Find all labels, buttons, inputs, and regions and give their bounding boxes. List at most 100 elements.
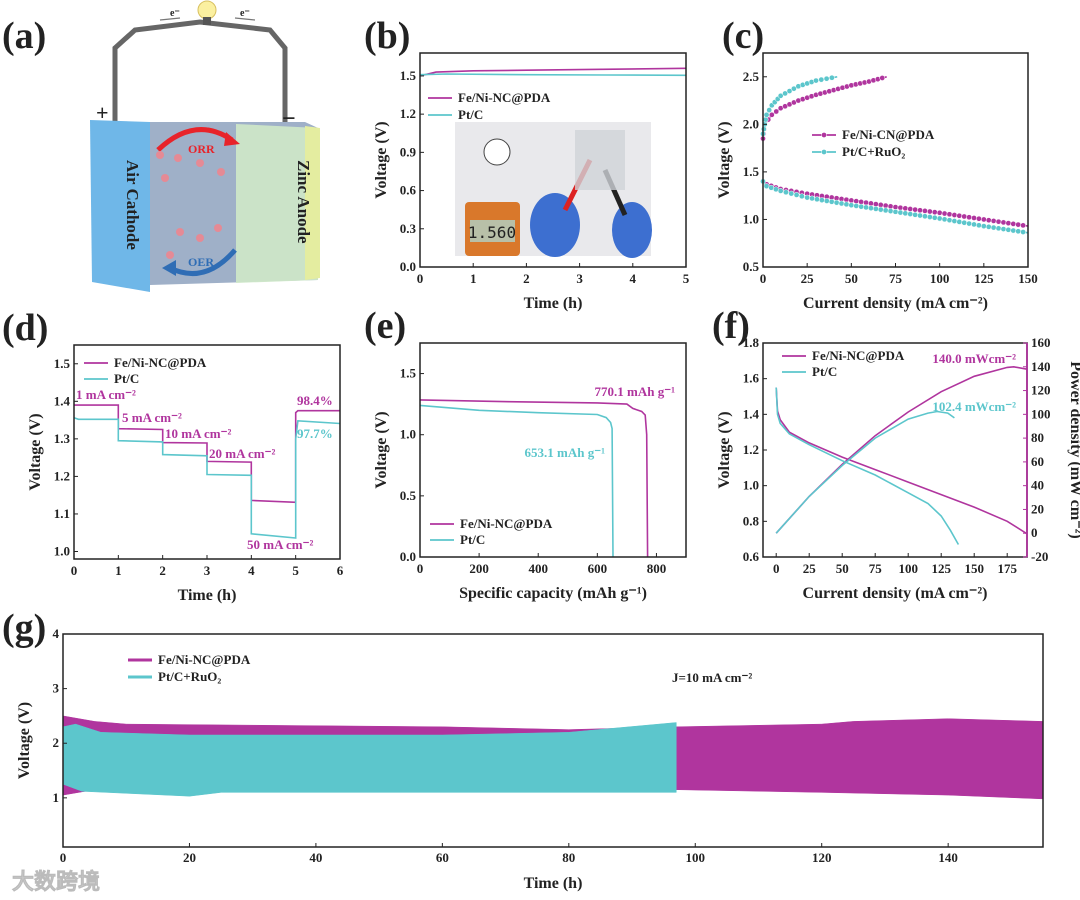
y-tick-label: 2.5 bbox=[743, 69, 760, 84]
x-tick-label: 175 bbox=[997, 561, 1017, 576]
legend-label-0: Fe/Ni-NC@PDA bbox=[158, 652, 251, 667]
series-marker bbox=[879, 75, 886, 81]
air-cathode-plate bbox=[90, 120, 150, 292]
panel-label-c: (c) bbox=[722, 15, 764, 57]
oxygen-molecules bbox=[156, 151, 225, 259]
y-tick-label: 1.5 bbox=[54, 356, 71, 371]
annotation-5: 98.4% bbox=[297, 393, 333, 408]
series-marker bbox=[823, 75, 830, 82]
series-marker bbox=[927, 208, 933, 215]
y-tick-label: 1.5 bbox=[743, 164, 760, 179]
chart-b: 0 1 2 3 4 5 0.0 0.3 0.6 0.9 1.2 1.5 Time (h) Voltage … bbox=[373, 52, 690, 312]
x-axis-title: Time (h) bbox=[178, 587, 237, 604]
electron-arrow-right bbox=[234, 17, 256, 21]
series-marker bbox=[961, 213, 968, 220]
series-marker bbox=[829, 74, 835, 81]
electron-label-left: e⁻ bbox=[170, 8, 180, 19]
legend-label-0: Fe/Ni-NC@PDA bbox=[812, 348, 905, 363]
legend-label-0: Fe/Ni-CN@PDA bbox=[842, 127, 935, 142]
x-tick-label: 100 bbox=[898, 561, 918, 576]
x-tick-label: 0 bbox=[773, 561, 780, 576]
university-logo bbox=[483, 138, 511, 166]
annotation-1: 5 mA cm⁻² bbox=[122, 410, 182, 425]
oer-arrowhead bbox=[162, 260, 176, 276]
y-tick-label: 0.3 bbox=[400, 221, 417, 236]
y-tick-label: 1.4 bbox=[743, 406, 760, 421]
series-marker bbox=[848, 202, 855, 209]
series-marker bbox=[971, 221, 977, 228]
x-tick-label: 0 bbox=[60, 850, 67, 865]
x-tick-label: 1 bbox=[470, 271, 477, 286]
plot-frame bbox=[419, 52, 687, 268]
series-marker bbox=[951, 218, 958, 224]
x-tick-label: 125 bbox=[931, 561, 951, 576]
panel-label-a: (a) bbox=[2, 15, 46, 57]
meter-reading: 1.560 bbox=[468, 223, 516, 242]
series-marker bbox=[902, 210, 909, 217]
x-tick-label: 60 bbox=[436, 850, 449, 865]
external-wire bbox=[112, 19, 288, 122]
series-marker bbox=[1020, 229, 1026, 235]
series-marker bbox=[931, 214, 938, 221]
y-tick-label: 2.0 bbox=[743, 116, 759, 131]
annotation-0: 1 mA cm⁻² bbox=[76, 387, 136, 402]
y2-tick-label: 20 bbox=[1031, 501, 1044, 516]
series-marker bbox=[897, 209, 904, 216]
series-marker bbox=[1005, 220, 1012, 226]
annotation-0: J=10 mA cm⁻² bbox=[672, 670, 752, 685]
series-marker bbox=[971, 215, 977, 221]
chart-f: 0 25 50 75 100 125 150 175 0.6 0.8 1.0 1.2 1.4 1.6 1.8… bbox=[716, 335, 1080, 602]
x-tick-label: 125 bbox=[974, 271, 994, 286]
y-tick-label: 1 bbox=[53, 790, 60, 805]
legend-label-1: Pt/C bbox=[812, 364, 837, 379]
annotation-0: 770.1 mAh g⁻¹ bbox=[595, 384, 676, 399]
series-marker bbox=[804, 194, 811, 201]
y-tick-label: 1.0 bbox=[400, 427, 416, 442]
legend-label-0: Fe/Ni-NC@PDA bbox=[458, 90, 551, 105]
series-marker bbox=[863, 204, 869, 211]
y-tick-label: 2 bbox=[53, 735, 60, 750]
series-marker bbox=[936, 215, 943, 222]
x-tick-label: 25 bbox=[801, 271, 815, 286]
glove-left bbox=[530, 193, 580, 257]
series-marker bbox=[966, 220, 972, 227]
series-marker bbox=[868, 205, 874, 211]
series-marker bbox=[990, 224, 997, 231]
series-marker bbox=[892, 208, 899, 215]
series-marker bbox=[1020, 222, 1026, 229]
x-tick-label: 400 bbox=[528, 561, 548, 576]
y2-tick-label: 60 bbox=[1031, 454, 1044, 469]
chart-d: 0 1 2 3 4 5 6 1.0 1.1 1.2 1.3 1.4 1.5 Time (h) Voltage… bbox=[27, 344, 344, 604]
y-tick-label: 1.0 bbox=[54, 543, 70, 558]
orr-arrow-icon bbox=[156, 127, 234, 152]
y2-axis-title: Power density (mW cm⁻²) bbox=[1067, 361, 1080, 539]
series-marker bbox=[922, 208, 928, 214]
x-tick-label: 20 bbox=[183, 850, 196, 865]
y-tick-label: 0.5 bbox=[743, 259, 760, 274]
annotation-3: 20 mA cm⁻² bbox=[209, 446, 275, 461]
series-marker bbox=[838, 200, 845, 207]
x-tick-label: 75 bbox=[869, 561, 883, 576]
series-marker bbox=[882, 207, 889, 214]
series-marker bbox=[907, 206, 914, 212]
y-tick-label: 4 bbox=[53, 626, 60, 641]
series-marker bbox=[956, 219, 963, 225]
y-tick-label: 1.2 bbox=[54, 468, 70, 483]
x-tick-label: 3 bbox=[576, 271, 583, 286]
series-marker bbox=[799, 193, 805, 200]
series-marker bbox=[912, 206, 918, 213]
series-marker bbox=[1000, 219, 1007, 226]
series-marker bbox=[946, 217, 953, 224]
legend-label-1: Pt/C bbox=[114, 371, 139, 386]
legend-label-0: Fe/Ni-NC@PDA bbox=[114, 355, 207, 370]
series-line-1-0 bbox=[419, 404, 614, 558]
annotation-1: 102.4 mWcm⁻² bbox=[932, 399, 1016, 414]
x-axis-title: Time (h) bbox=[524, 875, 583, 892]
series-marker bbox=[995, 218, 1002, 225]
battery-cell bbox=[575, 130, 625, 190]
series-marker bbox=[951, 212, 958, 218]
series-marker bbox=[809, 195, 815, 202]
series-marker bbox=[976, 215, 982, 222]
x-tick-label: 100 bbox=[686, 850, 706, 865]
x-tick-label: 4 bbox=[248, 563, 255, 578]
